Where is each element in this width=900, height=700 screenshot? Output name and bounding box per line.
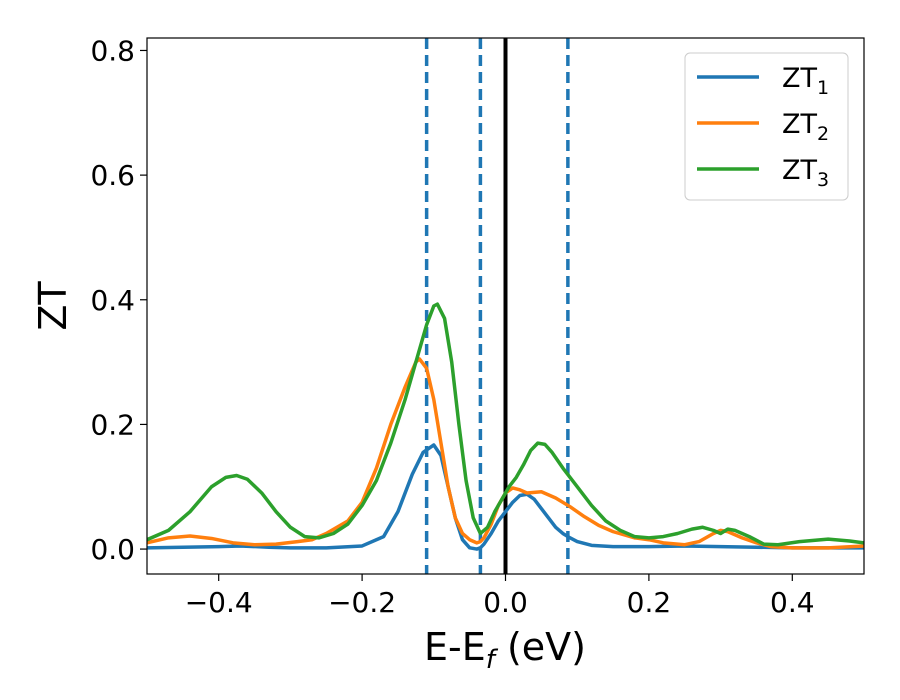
x-axis-ticks: −0.4 −0.2 0.0 0.2 0.4 <box>185 574 815 619</box>
series-line-1 <box>147 443 864 551</box>
y-tick-label: 0.0 <box>90 533 135 566</box>
series-lines <box>147 302 864 551</box>
legend: ZT1 ZT2 ZT3 <box>684 52 849 201</box>
legend-box <box>684 52 849 201</box>
y-tick-label: 0.4 <box>90 284 135 317</box>
y-tick-label: 0.8 <box>90 34 135 67</box>
x-tick-label: 0.2 <box>627 586 672 619</box>
legend-label-3: ZT3 <box>782 155 829 191</box>
y-axis-ticks: 0.0 0.2 0.4 0.6 0.8 <box>90 34 147 566</box>
x-tick-label: 0.0 <box>483 586 528 619</box>
x-tick-label: −0.2 <box>328 586 396 619</box>
series-line-3 <box>147 302 864 547</box>
x-axis-title: E-Ef (eV) <box>424 625 586 675</box>
x-tick-label: −0.4 <box>185 586 253 619</box>
y-tick-label: 0.6 <box>90 159 135 192</box>
x-tick-label: 0.4 <box>770 586 815 619</box>
y-tick-label: 0.2 <box>90 408 135 441</box>
vertical-lines <box>424 38 570 574</box>
y-axis-title: ZT <box>31 281 75 331</box>
legend-label-2: ZT2 <box>782 109 829 145</box>
legend-label-1: ZT1 <box>782 63 829 99</box>
